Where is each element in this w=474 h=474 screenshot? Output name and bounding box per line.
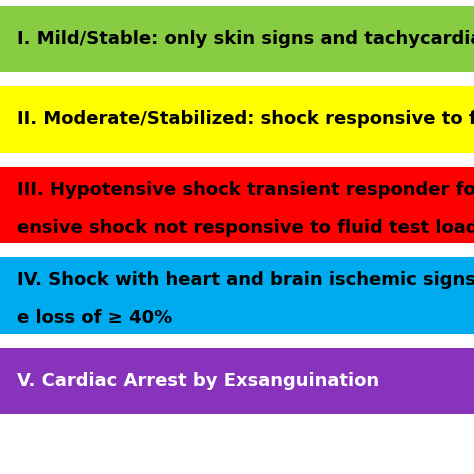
Text: II. Moderate/Stabilized: shock responsive to fluid: II. Moderate/Stabilized: shock responsiv…	[17, 110, 474, 128]
Bar	[0, 86, 474, 153]
Bar	[0, 348, 474, 414]
Text: ensive shock not responsive to fluid test load of 5: ensive shock not responsive to fluid tes…	[17, 219, 474, 237]
Text: I. Mild/Stable: only skin signs and tachycardia: I. Mild/Stable: only skin signs and tach…	[17, 30, 474, 48]
Text: V. Cardiac Arrest by Exsanguination: V. Cardiac Arrest by Exsanguination	[17, 372, 379, 390]
Text: IV. Shock with heart and brain ischemic signs or t: IV. Shock with heart and brain ischemic …	[17, 271, 474, 289]
Text: III. Hypotensive shock transient responder for <2: III. Hypotensive shock transient respond…	[17, 181, 474, 199]
Bar	[0, 167, 474, 243]
Bar	[0, 257, 474, 334]
Bar	[0, 6, 474, 73]
Text: e loss of ≥ 40%: e loss of ≥ 40%	[17, 310, 172, 328]
